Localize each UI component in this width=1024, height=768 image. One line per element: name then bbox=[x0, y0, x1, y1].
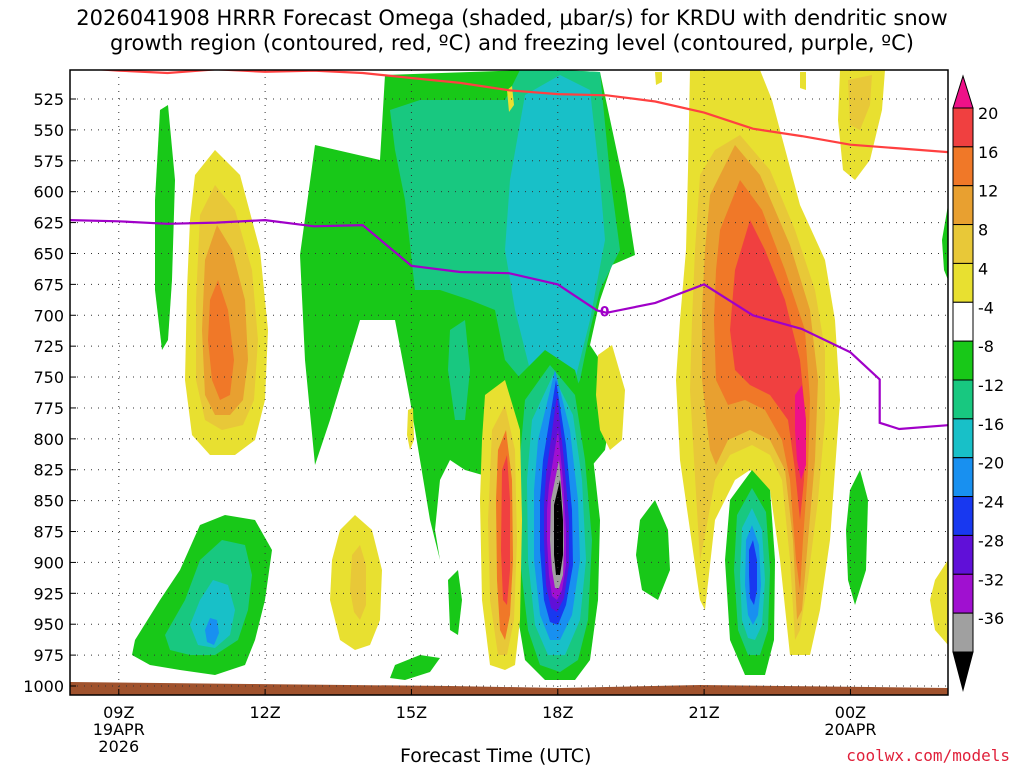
yellow-patch-01z-low bbox=[930, 560, 948, 645]
gold-patch-00z-top bbox=[848, 75, 872, 130]
ytick-label-750: 750 bbox=[33, 368, 64, 387]
colorbar-segment-6 bbox=[952, 340, 974, 381]
xtick-label-18Z: 18Z bbox=[542, 703, 573, 722]
omega-cyan-region bbox=[505, 75, 605, 390]
plume-magenta bbox=[795, 385, 806, 480]
colorbar-bottom-arrow bbox=[952, 651, 974, 692]
ytick-label-950: 950 bbox=[33, 615, 64, 634]
colorbar-label--24: -24 bbox=[978, 493, 1004, 512]
ytick-label-925: 925 bbox=[33, 584, 64, 603]
xtick-label-15Z: 15Z bbox=[396, 703, 427, 722]
ytick-label-725: 725 bbox=[33, 337, 64, 356]
xtick-label-09Z: 09Z bbox=[103, 703, 134, 722]
colorbar-segment-10 bbox=[952, 496, 974, 536]
xtick-label-21Z: 21Z bbox=[688, 703, 719, 722]
updraft2-blue bbox=[749, 540, 757, 605]
colorbar-segment-9 bbox=[952, 457, 974, 498]
left-orange-plume bbox=[208, 280, 234, 400]
freezing-level-contour bbox=[70, 218, 948, 431]
ytick-label-875: 875 bbox=[33, 523, 64, 542]
colorbar-label-8: 8 bbox=[978, 221, 988, 240]
colorbar-segment-5 bbox=[952, 301, 974, 342]
ytick-label-775: 775 bbox=[33, 399, 64, 418]
chart-title-line1: 2026041908 HRRR Forecast Omega (shaded, … bbox=[76, 6, 948, 30]
subsidence-red-left bbox=[501, 455, 510, 605]
yellow-patch-small-top1 bbox=[655, 72, 662, 85]
ytick-label-550: 550 bbox=[33, 121, 64, 140]
colorbar-label--4: -4 bbox=[978, 298, 994, 317]
yellow-patch-small-top2 bbox=[800, 72, 806, 90]
colorbar-segment-12 bbox=[952, 573, 974, 614]
green-patch-16z bbox=[448, 570, 462, 635]
colorbar-label--12: -12 bbox=[978, 376, 1004, 395]
ytick-label-525: 525 bbox=[33, 90, 64, 109]
colorbar-label-16: 16 bbox=[978, 143, 998, 162]
plume-red bbox=[730, 220, 806, 520]
small-gold-14z bbox=[350, 545, 366, 620]
colorbar-label--20: -20 bbox=[978, 454, 1004, 473]
xtick-year-09Z: 2026 bbox=[98, 737, 139, 756]
ytick-label-700: 700 bbox=[33, 306, 64, 325]
colorbar-segment-1 bbox=[952, 146, 974, 187]
x-axis-title: Forecast Time (UTC) bbox=[400, 745, 592, 767]
colorbar-label--36: -36 bbox=[978, 609, 1004, 628]
green-patch-15z-low bbox=[390, 655, 440, 680]
ytick-label-850: 850 bbox=[33, 492, 64, 511]
xtick-label-00Z: 00Z bbox=[835, 703, 866, 722]
ytick-label-675: 675 bbox=[33, 275, 64, 294]
updraft-black-core bbox=[554, 480, 563, 575]
colorbar: 20 16 12 8 4 -4 -8 -12 -16 -20 -24 -28 -32 -36 bbox=[952, 74, 1004, 692]
green-patch-00z-low bbox=[846, 470, 868, 605]
chart-title-line2: growth region (contoured, red, ºC) and f… bbox=[110, 31, 914, 55]
yellow-patch-small-15z bbox=[407, 408, 414, 450]
left-low-lightblue bbox=[205, 618, 219, 645]
colorbar-label--28: -28 bbox=[978, 531, 1004, 550]
freezing-level-label: 0 bbox=[600, 304, 610, 320]
ytick-label-575: 575 bbox=[33, 152, 64, 171]
colorbar-segment-8 bbox=[952, 418, 974, 459]
colorbar-label--8: -8 bbox=[978, 337, 994, 356]
colorbar-segment-7 bbox=[952, 379, 974, 420]
dendritic-growth-contour bbox=[99, 70, 948, 154]
left-green-sliver bbox=[155, 105, 175, 350]
colorbar-label-20: 20 bbox=[978, 104, 998, 123]
plot-frame bbox=[69, 69, 949, 696]
colorbar-segment-0 bbox=[952, 107, 974, 148]
colorbar-label--16: -16 bbox=[978, 415, 1004, 434]
colorbar-segment-11 bbox=[952, 534, 974, 575]
yellow-patch-small-top3 bbox=[507, 86, 514, 112]
ytick-label-825: 825 bbox=[33, 461, 64, 480]
xtick-date-00Z: 20APR bbox=[824, 720, 876, 739]
colorbar-segment-3 bbox=[952, 224, 974, 264]
left-low-cyan bbox=[190, 580, 235, 648]
green-patch-right-edge bbox=[942, 205, 948, 280]
colorbar-segment-13 bbox=[952, 612, 974, 653]
y-axis-ticks: 525 550 575 600 625 650 675 700 725 750 775 800 825 8… bbox=[23, 90, 76, 696]
ytick-label-975: 975 bbox=[33, 646, 64, 665]
ytick-label-900: 900 bbox=[33, 553, 64, 572]
green-patch-19z-low bbox=[636, 500, 670, 600]
contour-lines: 0 bbox=[70, 70, 948, 431]
ytick-label-800: 800 bbox=[33, 430, 64, 449]
xtick-label-12Z: 12Z bbox=[249, 703, 280, 722]
xtick-date-09Z: 19APR bbox=[93, 720, 145, 739]
source-credit: coolwx.com/models bbox=[846, 746, 1010, 765]
ground-terrain bbox=[70, 682, 948, 695]
colorbar-label-12: 12 bbox=[978, 182, 998, 201]
colorbar-label-4: 4 bbox=[978, 259, 988, 278]
ytick-label-625: 625 bbox=[33, 214, 64, 233]
colorbar-segment-2 bbox=[952, 185, 974, 226]
omega-green-teal-sliver bbox=[448, 320, 470, 420]
colorbar-top-arrow bbox=[952, 74, 974, 109]
ytick-label-600: 600 bbox=[33, 183, 64, 202]
shaded-omega-field bbox=[70, 70, 948, 695]
subsidence-yellow-mid bbox=[596, 345, 625, 450]
ytick-label-1000: 1000 bbox=[23, 677, 64, 696]
ytick-label-650: 650 bbox=[33, 244, 64, 263]
colorbar-segment-4 bbox=[952, 262, 974, 303]
colorbar-label--32: -32 bbox=[978, 570, 1004, 589]
